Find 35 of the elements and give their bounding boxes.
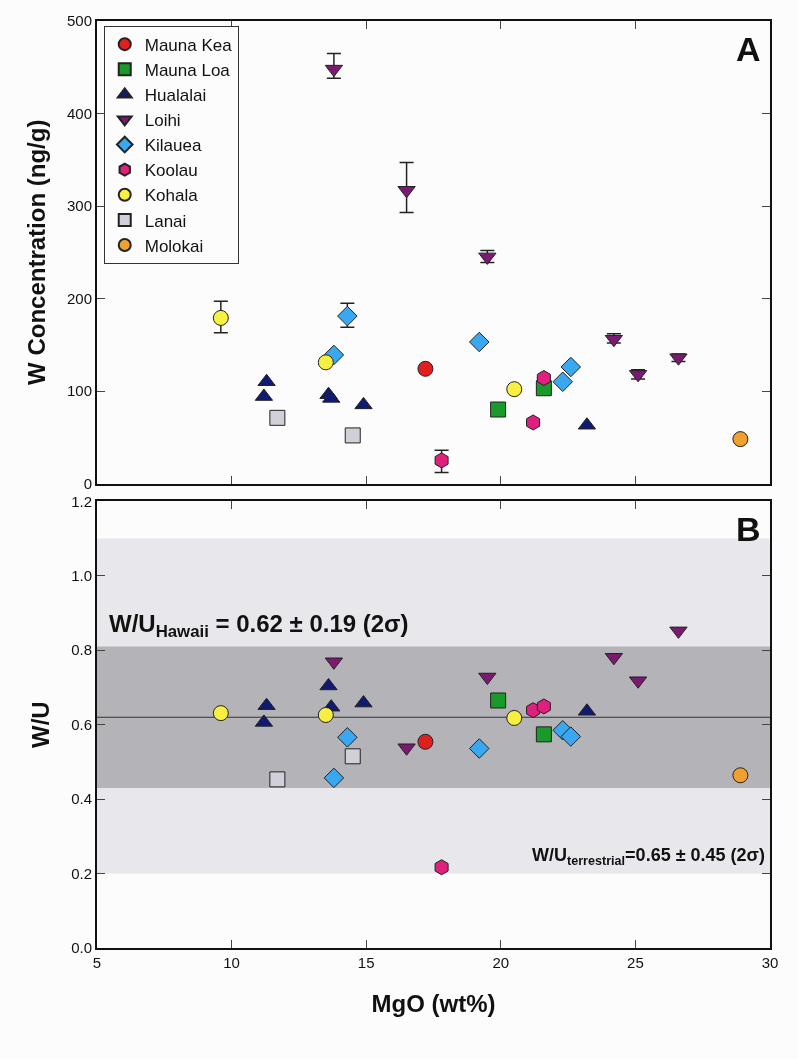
legend-label: Mauna Kea <box>144 35 233 55</box>
y-tick-label: 100 <box>66 382 92 400</box>
legend-label: Lanai <box>144 211 187 231</box>
y-tick-label: 1.2 <box>71 492 92 510</box>
x-axis-title: MgO (wt%) <box>371 989 496 1017</box>
x-tick-label: 15 <box>357 954 375 971</box>
y-tick-label: 0.6 <box>71 715 92 733</box>
x-tick-label: 20 <box>492 954 510 971</box>
x-tick-label: 5 <box>92 954 102 971</box>
y-tick-label: 1.0 <box>71 567 92 585</box>
legend-label: Loihi <box>144 111 181 131</box>
y-tick-label: 400 <box>66 104 92 122</box>
y-tick-label: 0.8 <box>71 641 92 659</box>
y-tick-label: 0.4 <box>71 790 92 808</box>
y-axis-title: W Concentration (ng/g) <box>22 119 50 385</box>
band-label: W/U$_{Hawaii}$ = 0.62 ± 0.19 (2σ) <box>109 610 409 642</box>
y-tick-label: 0 <box>83 474 92 492</box>
y-axis-title: W/U <box>26 701 54 748</box>
annotation: B <box>736 510 761 548</box>
y-tick-label: 500 <box>66 12 92 30</box>
annotation: A <box>736 30 761 68</box>
y-tick-label: 200 <box>66 289 92 307</box>
legend-label: Hualalai <box>144 86 207 106</box>
legend-label: Koolau <box>144 161 198 181</box>
x-tick-label: 30 <box>761 954 779 971</box>
y-tick-label: 0.2 <box>71 864 92 882</box>
legend-label: Mauna Loa <box>144 60 231 80</box>
y-tick-label: 0.0 <box>71 939 92 957</box>
legend-label: Kohala <box>144 186 199 206</box>
x-tick-label: 25 <box>627 954 644 971</box>
y-tick-label: 300 <box>66 197 92 215</box>
legend-label: Molokai <box>144 236 204 256</box>
x-tick-label: 10 <box>223 954 240 971</box>
legend-label: Kilauea <box>144 136 202 156</box>
band-label: W/U$_{terrestrial}$=0.65 ± 0.45 (2σ) <box>532 845 765 868</box>
